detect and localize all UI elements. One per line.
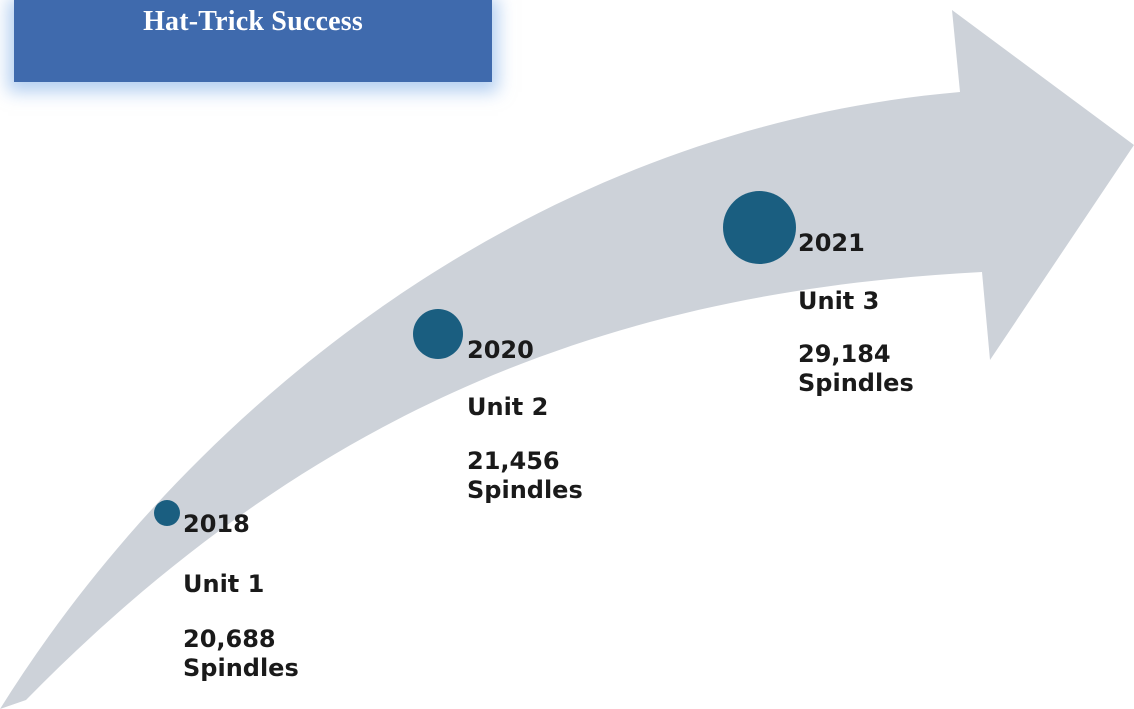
milestone-spindles: 29,184 Spindles (798, 340, 914, 398)
milestone-year: 2021 (798, 229, 865, 257)
milestone-dot-2021 (723, 191, 796, 264)
milestone-2021: 2021 Unit 3 29,184 Spindles (798, 0, 1018, 709)
milestone-dot-2018 (154, 500, 180, 526)
milestone-2018: 2018 Unit 1 20,688 Spindles (183, 0, 403, 709)
milestone-year: 2018 (183, 510, 250, 538)
milestone-spindles: 20,688 Spindles (183, 625, 299, 683)
growth-arrow-shape (0, 10, 1134, 709)
title-banner: Hat-Trick Success (14, 0, 492, 82)
milestone-2020: 2020 Unit 2 21,456 Spindles (467, 0, 687, 709)
milestone-year: 2020 (467, 336, 534, 364)
milestone-unit: Unit 2 (467, 393, 549, 421)
page-title: Hat-Trick Success (143, 6, 363, 37)
milestone-unit: Unit 3 (798, 287, 880, 315)
milestone-dot-2020 (413, 309, 463, 359)
milestone-spindles: 21,456 Spindles (467, 447, 583, 505)
milestone-unit: Unit 1 (183, 570, 265, 598)
